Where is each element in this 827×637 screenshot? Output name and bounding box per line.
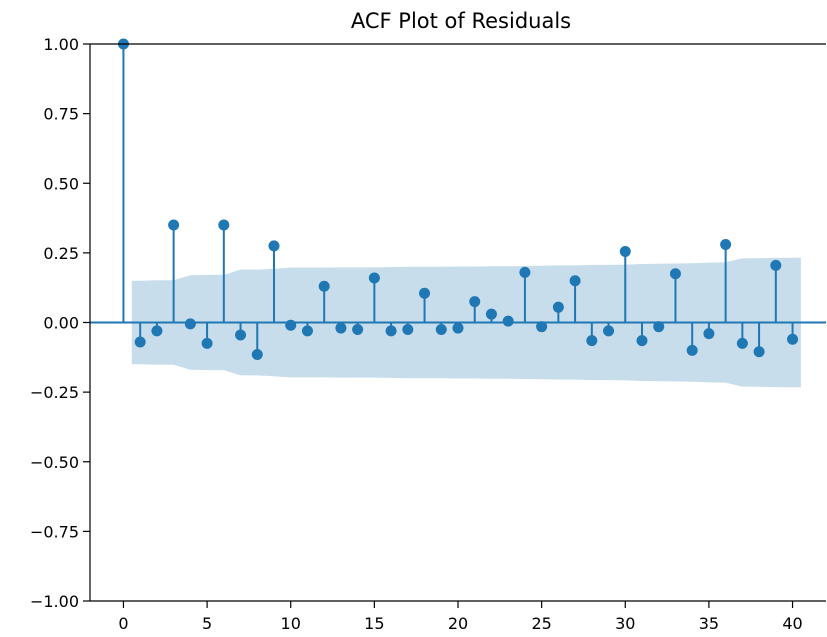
stem-marker xyxy=(736,337,748,349)
y-tick-label: −0.25 xyxy=(30,383,79,402)
stem-marker xyxy=(201,337,213,349)
stem-marker xyxy=(419,287,431,299)
stem-marker xyxy=(753,346,765,358)
x-tick-label: 5 xyxy=(202,614,212,633)
stem-marker xyxy=(536,321,548,333)
y-tick-label: 0.25 xyxy=(43,244,79,263)
stem-marker xyxy=(502,315,514,327)
stem-marker xyxy=(603,325,615,337)
stem-marker xyxy=(703,328,715,340)
stem-marker xyxy=(452,322,464,334)
x-tick-label: 15 xyxy=(364,614,384,633)
y-tick-label: −1.00 xyxy=(30,592,79,611)
y-tick-label: −0.50 xyxy=(30,453,79,472)
stem-marker xyxy=(619,245,631,257)
stem-marker xyxy=(352,323,364,335)
stem-marker xyxy=(285,319,297,331)
stem-marker xyxy=(636,335,648,347)
stem-marker xyxy=(569,275,581,287)
y-tick-label: 1.00 xyxy=(43,35,79,54)
x-tick-label: 25 xyxy=(531,614,551,633)
y-tick-label: 0.00 xyxy=(43,314,79,333)
stem-marker xyxy=(402,323,414,335)
stem-marker xyxy=(686,344,698,356)
y-tick-label: 0.75 xyxy=(43,105,79,124)
x-tick-label: 0 xyxy=(118,614,128,633)
stem-marker xyxy=(435,323,447,335)
stem-marker xyxy=(335,322,347,334)
stem-marker xyxy=(770,259,782,271)
x-tick-label: 10 xyxy=(281,614,301,633)
x-tick-label: 20 xyxy=(448,614,468,633)
stem-marker xyxy=(669,268,681,280)
stem-marker xyxy=(301,325,313,337)
stem-marker xyxy=(519,266,531,278)
x-tick-label: 40 xyxy=(782,614,802,633)
stem-marker xyxy=(552,301,564,313)
x-tick-label: 35 xyxy=(699,614,719,633)
stem-marker xyxy=(168,219,180,231)
stem-marker xyxy=(151,325,163,337)
stem-marker xyxy=(184,318,196,330)
stem-marker xyxy=(251,349,263,361)
stem-marker xyxy=(235,329,247,341)
x-tick-label: 30 xyxy=(615,614,635,633)
chart-title: ACF Plot of Residuals xyxy=(351,9,571,33)
stem-marker xyxy=(318,280,330,292)
stem-marker xyxy=(134,336,146,348)
stem-marker xyxy=(485,308,497,320)
stem-layer xyxy=(90,38,826,361)
stem-marker xyxy=(469,296,481,308)
axes-layer: 1.00 0.75 0.50 0.25 0.00 −0.25 −0.50 −0.75 −1.00… xyxy=(30,35,826,633)
y-tick-label: −0.75 xyxy=(30,522,79,541)
stem-marker xyxy=(218,219,230,231)
stem-marker xyxy=(586,335,598,347)
stem-marker xyxy=(787,333,799,345)
stem-marker xyxy=(385,325,397,337)
y-tick-label: 0.50 xyxy=(43,174,79,193)
stem-marker xyxy=(268,240,280,252)
stem-marker xyxy=(368,272,380,284)
stem-marker xyxy=(720,239,732,251)
stem-marker xyxy=(653,321,665,333)
